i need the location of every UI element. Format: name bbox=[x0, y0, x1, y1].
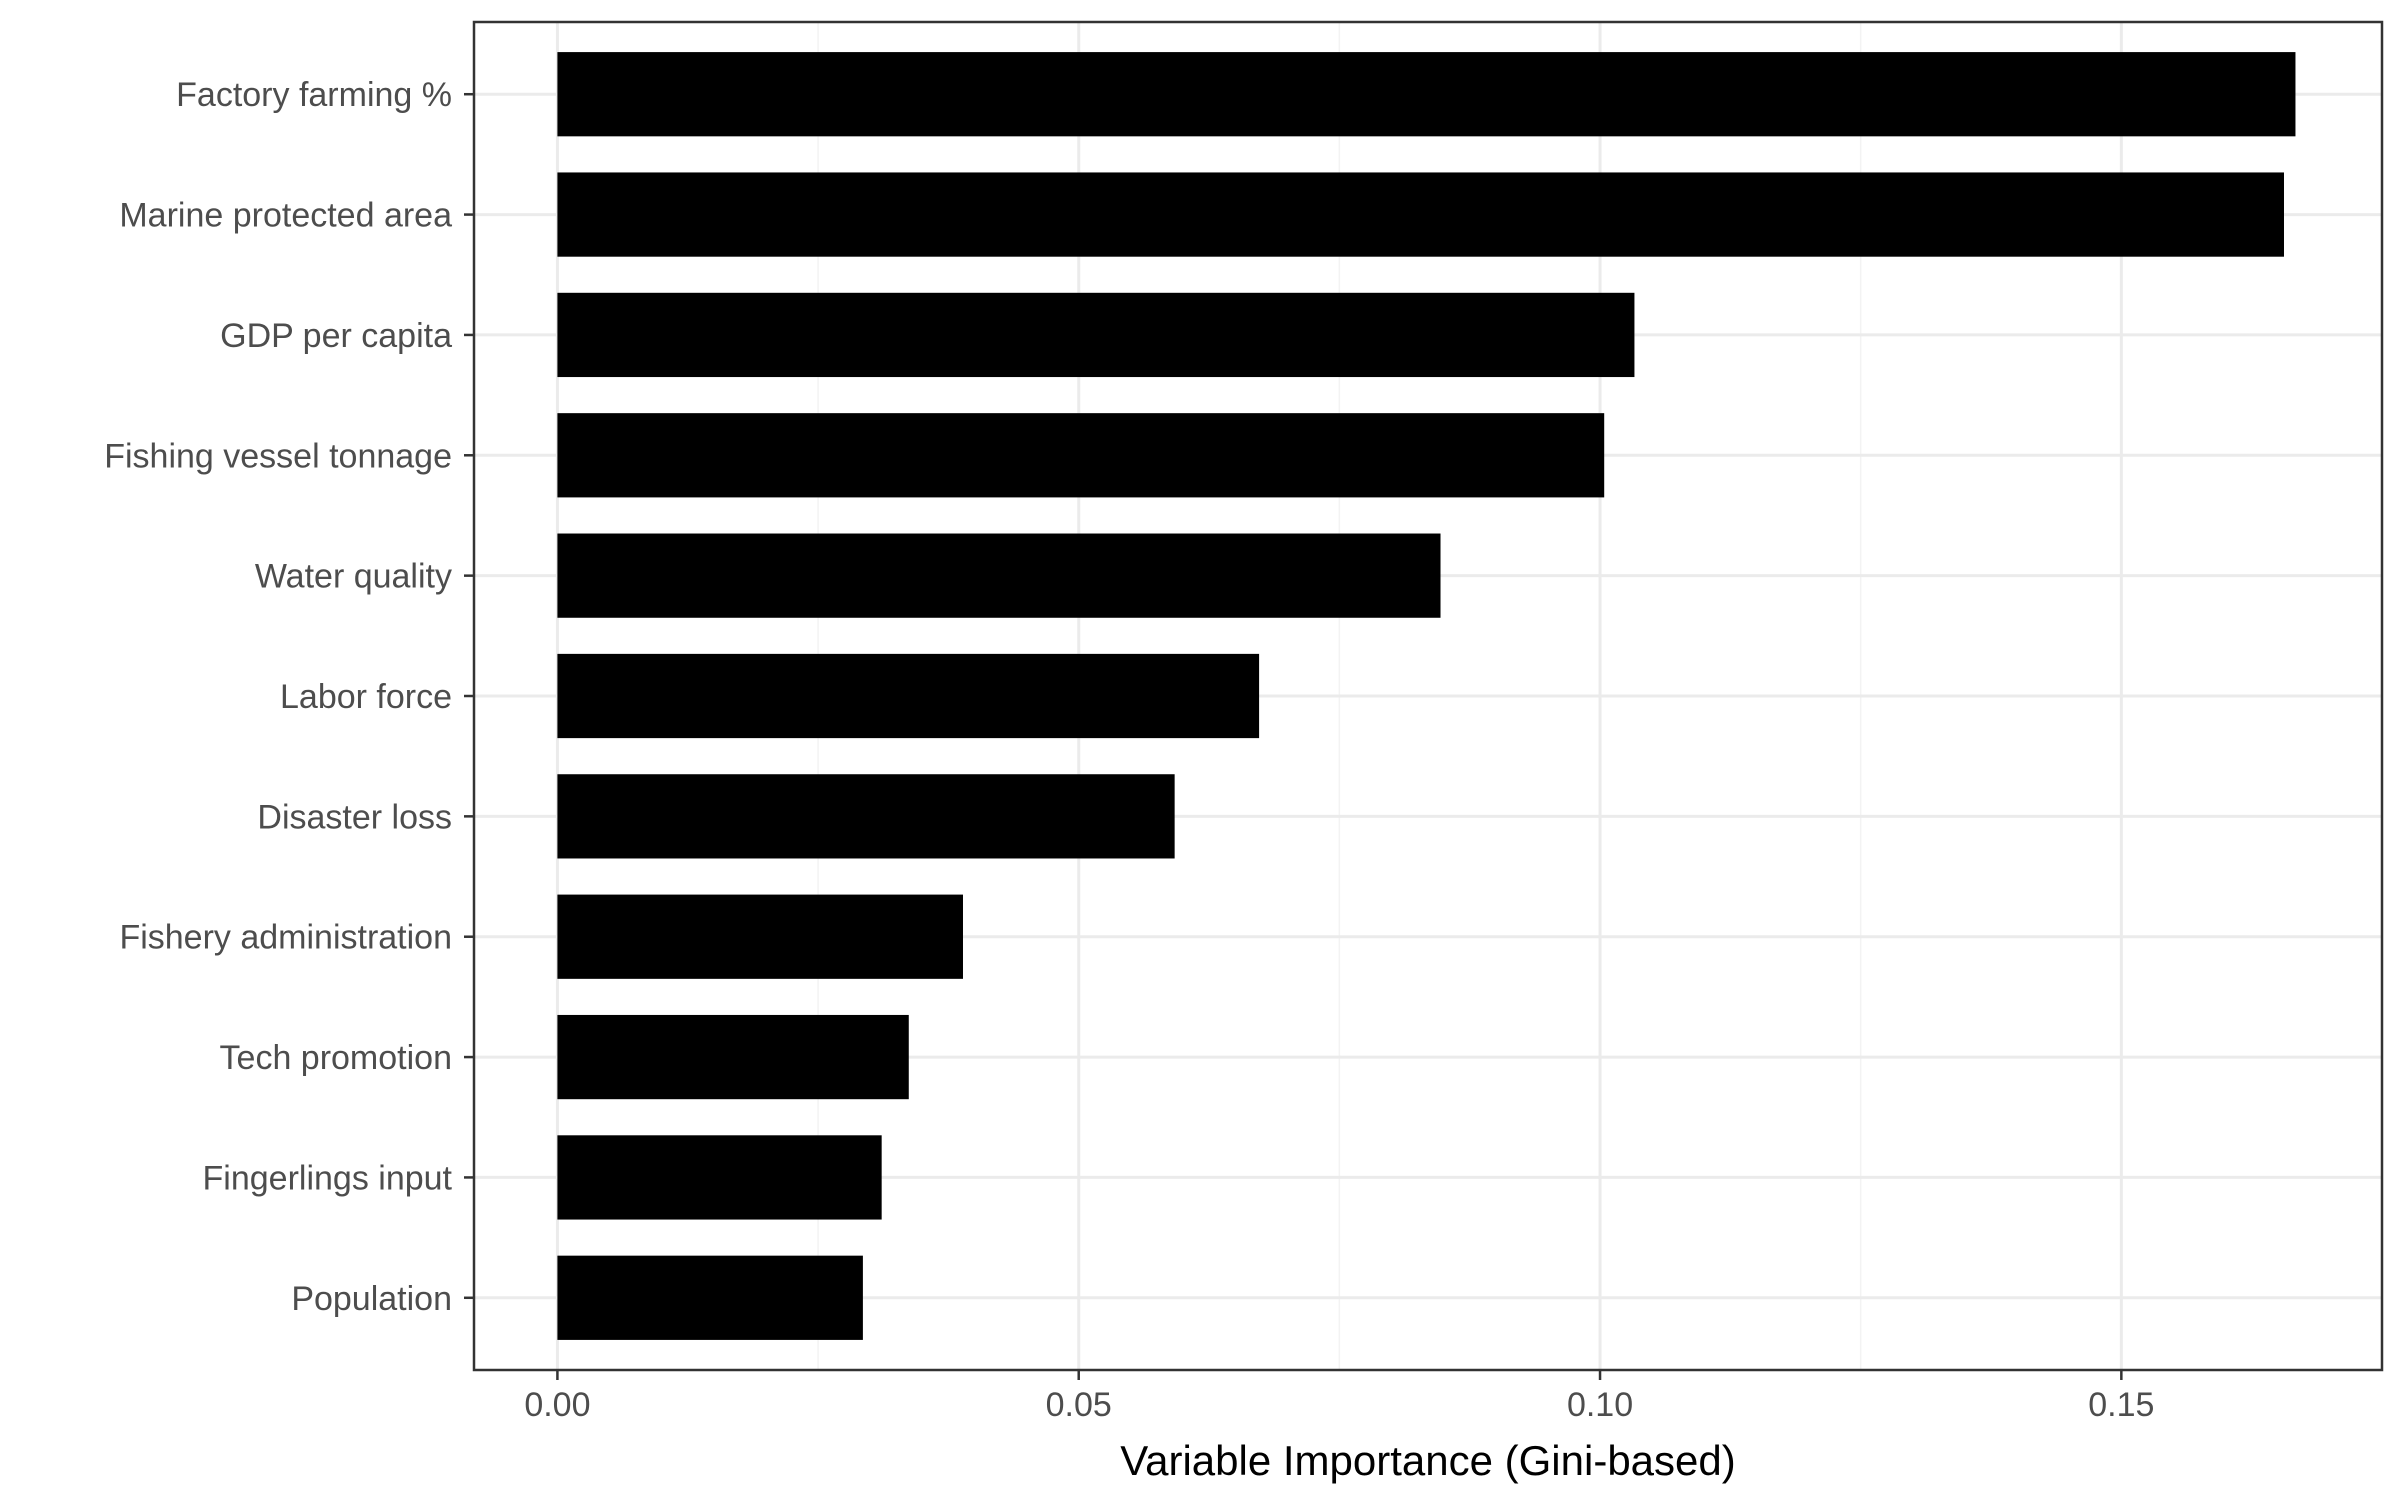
y-tick-label: Tech promotion bbox=[220, 1039, 452, 1077]
y-tick-label: Factory farming % bbox=[176, 76, 452, 114]
bar bbox=[557, 1135, 882, 1220]
x-tick-label: 0.00 bbox=[524, 1386, 590, 1424]
bar bbox=[557, 894, 963, 979]
y-tick-label: GDP per capita bbox=[220, 317, 452, 355]
x-axis: 0.00 0.05 0.10 0.15 bbox=[524, 1370, 2154, 1424]
y-tick-label: Fishing vessel tonnage bbox=[104, 437, 452, 475]
bars-layer bbox=[557, 52, 2296, 1340]
y-tick-label: Labor force bbox=[280, 678, 452, 716]
bar bbox=[557, 172, 2284, 257]
y-tick-label: Marine protected area bbox=[119, 197, 452, 235]
bar bbox=[557, 1014, 909, 1100]
y-tick-label: Disaster loss bbox=[257, 798, 452, 836]
x-tick-label: 0.15 bbox=[2088, 1386, 2154, 1424]
y-tick-label: Fishery administration bbox=[119, 919, 452, 957]
y-tick-label: Water quality bbox=[255, 558, 452, 596]
y-axis: Factory farming % Marine protected area GD… bbox=[104, 76, 474, 1318]
bar bbox=[557, 653, 1260, 739]
x-axis-title: Variable Importance (Gini-based) bbox=[1120, 1437, 1736, 1484]
bar bbox=[557, 533, 1441, 618]
x-tick-label: 0.10 bbox=[1567, 1386, 1633, 1424]
bar bbox=[557, 413, 1605, 498]
y-tick-label: Population bbox=[291, 1280, 452, 1318]
bar bbox=[557, 774, 1175, 859]
x-tick-label: 0.05 bbox=[1046, 1386, 1112, 1424]
bar bbox=[557, 1255, 863, 1340]
bar bbox=[557, 292, 1635, 378]
bar bbox=[557, 52, 2296, 137]
y-tick-label: Fingerlings input bbox=[203, 1159, 453, 1197]
